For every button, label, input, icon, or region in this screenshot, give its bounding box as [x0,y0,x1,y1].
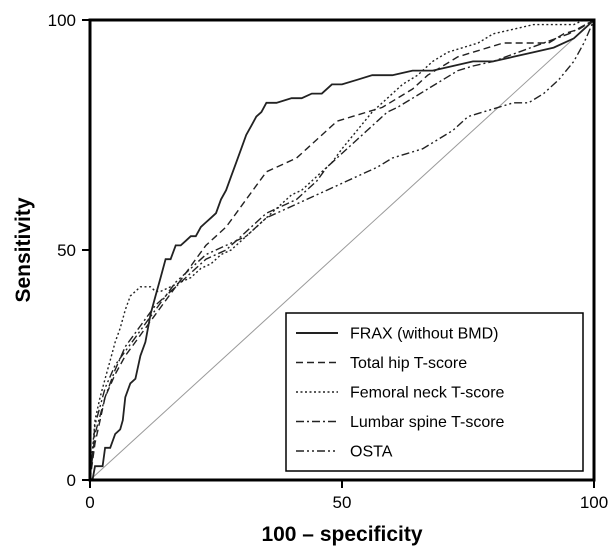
legend: FRAX (without BMD) Total hip T-score Femor… [285,312,584,472]
x-tick-label: 50 [333,493,352,512]
legend-label-2: Total hip T-score [350,355,467,372]
legend-label-4: Lumbar spine T-score [350,414,505,431]
series-line-2 [89,19,595,481]
y-axis-title: Sensitivity [12,197,35,302]
x-tick-label: 0 [85,493,94,512]
legend-label-1: FRAX (without BMD) [350,326,498,343]
series-line-4 [89,19,595,481]
legend-label-5: OSTA [350,444,393,461]
x-tick-label: 100 [580,493,608,512]
y-tick-label: 50 [57,241,76,260]
y-axis: 0 50 100 Sensitivity [12,11,90,490]
series-line-5 [89,19,595,481]
series-line-1 [90,19,595,481]
reference-diagonal-line [89,19,595,481]
series-line-3 [89,19,594,481]
legend-label-3: Femoral neck T-score [350,385,505,402]
y-tick-label: 0 [67,471,76,490]
y-tick-label: 100 [48,11,76,30]
x-axis-title: 100 – specificity [261,523,422,546]
legend-box [285,312,584,472]
x-axis: 0 50 100 100 – specificity [85,480,608,546]
